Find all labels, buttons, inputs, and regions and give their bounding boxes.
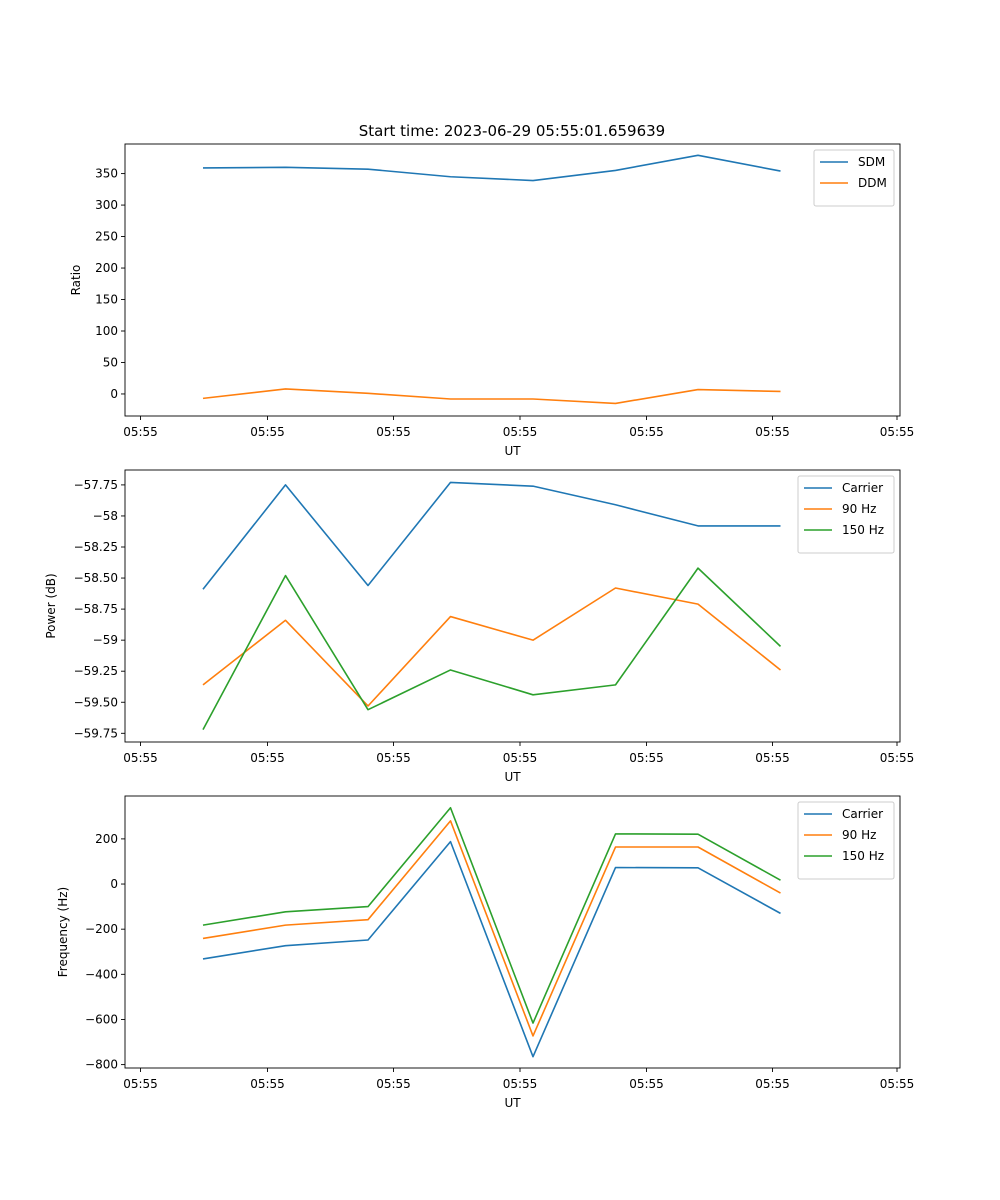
- legend-entry: 150 Hz: [842, 523, 884, 537]
- x-tick-label: 05:55: [503, 425, 538, 439]
- x-tick-label: 05:55: [880, 1077, 915, 1091]
- x-tick-label: 05:55: [629, 1077, 664, 1091]
- legend-entry: 90 Hz: [842, 828, 876, 842]
- x-tick-label: 05:55: [503, 751, 538, 765]
- y-axis-label: Frequency (Hz): [56, 887, 70, 978]
- y-tick-label: −400: [85, 967, 118, 981]
- legend: Carrier 90 Hz 150 Hz: [797, 801, 895, 880]
- y-axis-label: Ratio: [69, 265, 83, 296]
- chart-panel-1: 05:55 05:55 05:55 05:55 05:55 05:55 05:55 0 50 10…: [69, 143, 915, 458]
- x-tick-label: 05:55: [123, 425, 158, 439]
- y-tick-label: −200: [85, 922, 118, 936]
- x-axis-label: UT: [504, 1096, 521, 1110]
- series-line-90-hz: [202, 820, 781, 1037]
- legend-entry: 90 Hz: [842, 502, 876, 516]
- series-line-150-hz: [202, 806, 781, 1024]
- x-tick-label: 05:55: [880, 751, 915, 765]
- y-tick-label: −58.25: [74, 540, 118, 554]
- x-tick-label: 05:55: [123, 751, 158, 765]
- y-tick-label: 200: [95, 832, 118, 846]
- figure-title: Start time: 2023-06-29 05:55:01.659639: [359, 122, 665, 140]
- series-line-sdm: [202, 154, 781, 182]
- x-axis-label: UT: [504, 444, 521, 458]
- legend-entry: DDM: [858, 176, 887, 190]
- y-tick-label: −59.50: [74, 695, 118, 709]
- y-tick-label: 150: [95, 293, 118, 307]
- x-tick-label: 05:55: [880, 425, 915, 439]
- y-tick-label: −58: [93, 509, 118, 523]
- y-tick-label: 0: [110, 877, 118, 891]
- x-tick-label: 05:55: [250, 1077, 285, 1091]
- y-tick-label: −600: [85, 1012, 118, 1026]
- legend: Carrier 90 Hz 150 Hz: [797, 475, 895, 554]
- legend-entry: Carrier: [842, 807, 883, 821]
- x-tick-label: 05:55: [755, 425, 790, 439]
- axes-frame: [124, 469, 901, 743]
- legend-entry: Carrier: [842, 481, 883, 495]
- x-tick-label: 05:55: [629, 751, 664, 765]
- x-axis-label: UT: [504, 770, 521, 784]
- y-tick-label: −59.25: [74, 664, 118, 678]
- legend-entry: SDM: [858, 155, 885, 169]
- y-tick-label: −59.75: [74, 726, 118, 740]
- legend: SDM DDM: [813, 149, 895, 207]
- axes-frame: [124, 143, 901, 417]
- y-tick-label: −57.75: [74, 478, 118, 492]
- axes-frame: [124, 795, 901, 1069]
- y-tick-label: 200: [95, 261, 118, 275]
- y-tick-label: 100: [95, 324, 118, 338]
- x-tick-label: 05:55: [250, 751, 285, 765]
- series-line-150-hz: [202, 567, 782, 730]
- x-tick-label: 05:55: [376, 425, 411, 439]
- legend-entry: 150 Hz: [842, 849, 884, 863]
- x-tick-label: 05:55: [123, 1077, 158, 1091]
- legend-box: [797, 475, 895, 554]
- x-tick-label: 05:55: [755, 1077, 790, 1091]
- y-tick-label: 50: [103, 355, 118, 369]
- series-line-90-hz: [202, 587, 781, 707]
- y-tick-label: 0: [110, 387, 118, 401]
- x-tick-label: 05:55: [503, 1077, 538, 1091]
- legend-box: [813, 149, 895, 207]
- y-tick-label: −58.50: [74, 571, 118, 585]
- series-line-carrier: [202, 840, 781, 1058]
- series-line-ddm: [202, 388, 781, 405]
- x-tick-label: 05:55: [250, 425, 285, 439]
- y-axis-label: Power (dB): [44, 573, 58, 638]
- series-line-carrier: [202, 481, 781, 590]
- x-tick-label: 05:55: [376, 1077, 411, 1091]
- y-tick-label: −58.75: [74, 602, 118, 616]
- x-tick-label: 05:55: [629, 425, 664, 439]
- y-tick-label: −59: [93, 633, 118, 647]
- legend-box: [797, 801, 895, 880]
- y-tick-label: 300: [95, 198, 118, 212]
- y-tick-label: 250: [95, 230, 118, 244]
- x-tick-label: 05:55: [376, 751, 411, 765]
- y-tick-label: 350: [95, 167, 118, 181]
- chart-panel-2: 05:55 05:55 05:55 05:55 05:55 05:55 05:55 −59.7…: [44, 469, 915, 784]
- y-tick-label: −800: [85, 1058, 118, 1072]
- chart-panel-3: 05:55 05:55 05:55 05:55 05:55 05:55 05:55 −800 −…: [56, 795, 915, 1110]
- x-tick-label: 05:55: [755, 751, 790, 765]
